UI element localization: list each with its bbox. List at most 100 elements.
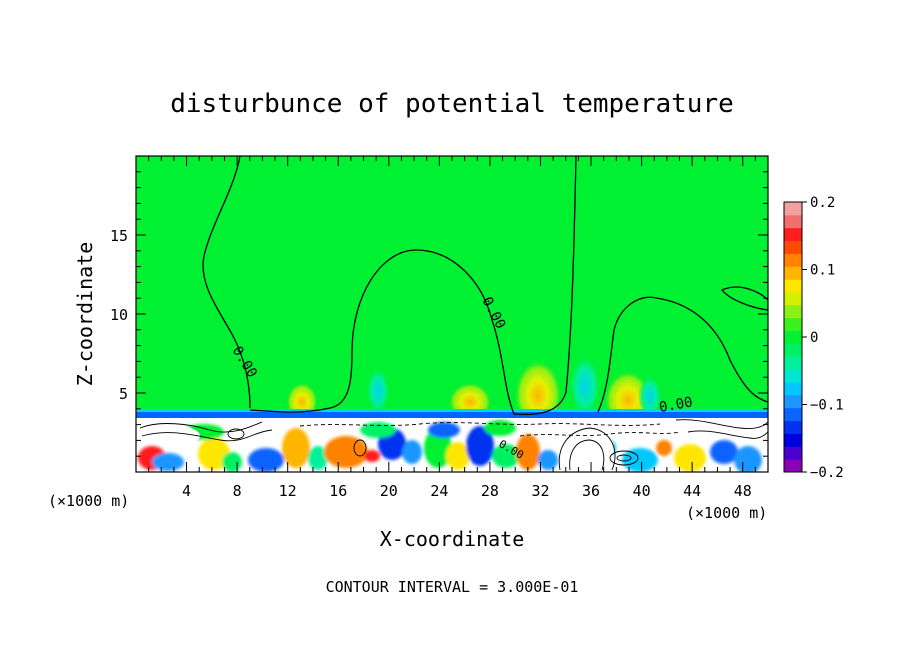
colorbar-swatch: [784, 317, 802, 332]
y-tick-label: 15: [110, 227, 128, 245]
bl-cell: [734, 446, 762, 472]
boundary-layer: [136, 418, 768, 472]
colorbar: [783, 201, 803, 473]
upper-anomalies: [286, 348, 662, 424]
zero-contour-right-dome: [597, 296, 768, 413]
x-tick-label: 12: [279, 482, 297, 500]
colorbar-swatch: [784, 459, 802, 473]
colorbar-swatch: [784, 394, 802, 409]
colorbar-ticks: 0.2 0.1 0 −0.1 −0.2: [802, 195, 844, 481]
colorbar-swatch: [784, 292, 802, 306]
colorbar-tick-label: −0.2: [810, 465, 844, 481]
colorbar-swatch: [784, 253, 802, 267]
bl-contour: [139, 421, 263, 433]
colorbar-swatch: [784, 202, 802, 216]
bl-contour: [569, 439, 605, 471]
bl-contour: [675, 419, 768, 429]
bl-cell: [484, 420, 516, 436]
bl-cell: [622, 448, 658, 472]
bl-cell: [492, 444, 520, 468]
x-tick-label: 16: [329, 482, 347, 500]
contour-label: 0.00: [658, 394, 694, 416]
x-tick-label: 40: [633, 482, 651, 500]
zero-contour-left: [202, 156, 251, 409]
contour-interval-note: CONTOUR INTERVAL = 3.000E-01: [326, 578, 579, 596]
x-tick-label: 24: [430, 482, 448, 500]
x-tick-label: 32: [531, 482, 549, 500]
x-axis: 4 8 12 16 20 24 28 32 36 40 44 48: [148, 156, 756, 500]
x-unit-left: (×1000 m): [48, 492, 129, 510]
y-tick-label: 5: [119, 385, 128, 403]
warm-blob: [514, 352, 562, 424]
bl-cell: [248, 448, 284, 472]
zero-contour-right-closed: [720, 286, 768, 311]
colorbar-swatch: [784, 214, 802, 229]
colorbar-tick-label: −0.1: [810, 398, 844, 414]
colorbar-swatch: [784, 266, 802, 280]
bl-cell: [538, 450, 558, 470]
bl-contour: [227, 428, 245, 440]
bl-contour: [353, 439, 367, 457]
colorbar-swatch: [784, 279, 802, 293]
colorbar-tick-label: 0.1: [810, 263, 835, 279]
x-axis-label: X-coordinate: [380, 527, 525, 551]
colorbar-swatch: [784, 420, 802, 434]
colorbar-swatch: [784, 446, 802, 460]
bl-cell: [428, 422, 460, 438]
y-axis: 5 10 15: [110, 171, 768, 457]
x-tick-label: 8: [233, 482, 242, 500]
bl-cell: [324, 436, 368, 468]
bl-cell: [516, 434, 540, 470]
cool-blob: [569, 348, 601, 412]
y-tick-label: 10: [110, 306, 128, 324]
bl-cell: [446, 442, 470, 470]
colorbar-swatch: [784, 343, 802, 357]
bl-cell: [152, 453, 184, 471]
colorbar-swatch: [784, 369, 802, 383]
boundary-contours: [139, 419, 768, 471]
colorbar-tick-label: 0.2: [810, 195, 835, 211]
bl-contour: [141, 429, 273, 442]
bl-cell: [466, 426, 494, 466]
bl-cell: [656, 440, 672, 456]
boundary-band-cyan: [136, 409, 768, 412]
x-tick-label: 28: [481, 482, 499, 500]
chart-title: disturbunce of potential temperature: [170, 89, 734, 119]
bl-contour: [558, 427, 616, 471]
colorbar-swatch: [784, 304, 802, 319]
colorbar-swatch: [784, 227, 802, 242]
bl-white: [558, 424, 614, 472]
zero-contour-right-column: [513, 156, 577, 416]
colorbar-swatch: [784, 433, 802, 447]
x-unit-right: (×1000 m): [686, 504, 767, 522]
x-tick-label: 20: [380, 482, 398, 500]
zero-contours: [202, 156, 768, 416]
bl-cell: [360, 422, 396, 438]
bl-cell: [222, 452, 242, 472]
bl-cell: [282, 428, 310, 468]
x-tick-label: 4: [182, 482, 191, 500]
bl-cell: [402, 440, 422, 464]
zero-contour-dome: [249, 249, 515, 415]
warm-blob: [448, 378, 492, 418]
warm-blob: [286, 378, 318, 418]
bl-cell: [424, 428, 452, 468]
bl-contour: [687, 430, 768, 439]
boundary-layer-cells: [138, 420, 762, 472]
boundary-layer-whites: [152, 422, 730, 472]
bl-contour: [609, 450, 639, 466]
plot-area: 0.00 0.00 0.00 0.00: [136, 156, 768, 472]
bl-cell: [674, 444, 706, 472]
boundary-band: [136, 412, 768, 418]
bl-contour: [616, 454, 632, 462]
bl-cell: [364, 450, 380, 462]
x-tick-label: 36: [582, 482, 600, 500]
x-tick-label: 48: [734, 482, 752, 500]
bl-white: [682, 423, 730, 441]
colorbar-swatch: [784, 240, 802, 254]
x-tick-label: 44: [683, 482, 701, 500]
cool-blob: [638, 370, 662, 414]
bl-white: [152, 426, 200, 446]
colorbar-swatch: [784, 407, 802, 422]
